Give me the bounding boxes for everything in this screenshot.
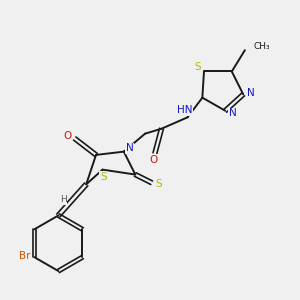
- Text: N: N: [126, 143, 134, 153]
- Text: O: O: [149, 155, 158, 165]
- Text: N: N: [247, 88, 254, 98]
- Text: O: O: [63, 131, 72, 141]
- Text: N: N: [229, 108, 236, 118]
- Text: HN: HN: [177, 105, 193, 115]
- Text: CH₃: CH₃: [253, 42, 270, 51]
- Text: S: S: [100, 172, 106, 182]
- Text: Br: Br: [20, 251, 31, 262]
- Text: S: S: [155, 179, 162, 189]
- Text: H: H: [60, 195, 67, 204]
- Text: S: S: [195, 61, 201, 72]
